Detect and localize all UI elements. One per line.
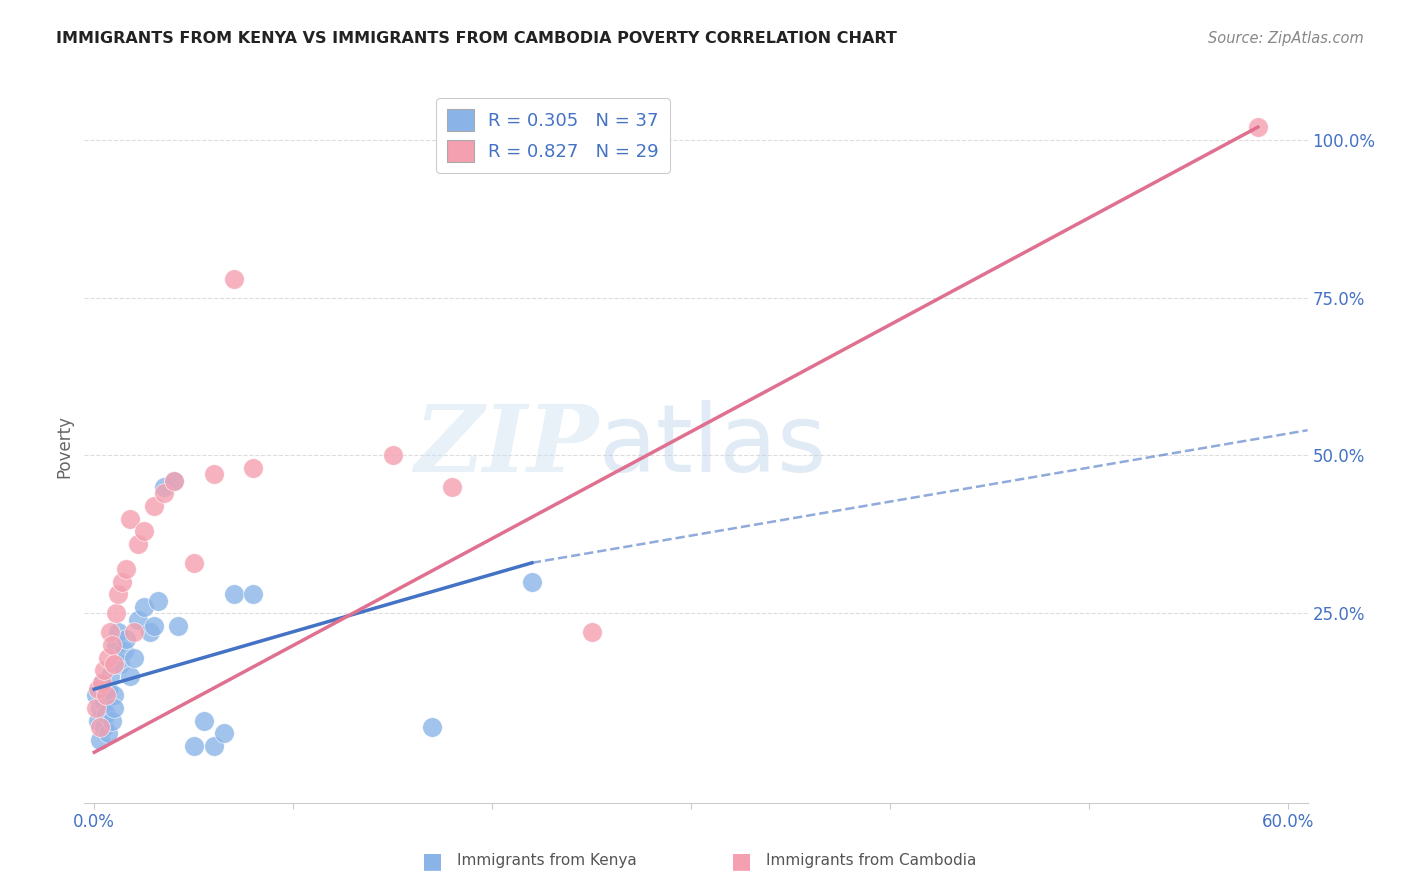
Point: [202, 467, 225, 482]
Point: [97, 726, 120, 740]
Point: [105, 638, 128, 652]
Point: [87, 682, 110, 697]
Point: [183, 739, 205, 753]
Point: [581, 625, 603, 640]
Point: [120, 511, 142, 525]
Point: [91, 675, 114, 690]
Point: [108, 657, 131, 671]
Point: [87, 714, 110, 728]
Point: [101, 638, 124, 652]
Text: Immigrants from Kenya: Immigrants from Kenya: [457, 854, 637, 868]
Point: [242, 461, 264, 475]
Point: [97, 650, 120, 665]
Point: [441, 480, 464, 494]
Point: [143, 619, 166, 633]
Point: [112, 644, 135, 658]
Point: [422, 720, 444, 734]
Point: [101, 714, 124, 728]
Point: [103, 689, 125, 703]
Point: [122, 650, 145, 665]
Point: [98, 669, 121, 683]
Point: [1247, 120, 1270, 134]
Point: [120, 669, 142, 683]
Point: [163, 474, 186, 488]
Point: [96, 707, 118, 722]
Point: [84, 701, 107, 715]
Point: [105, 607, 128, 621]
Point: [193, 714, 215, 728]
Point: [222, 271, 245, 285]
Point: [153, 486, 176, 500]
Point: [122, 625, 145, 640]
Point: [139, 625, 162, 640]
Point: [115, 562, 138, 576]
Point: [127, 537, 149, 551]
Point: [132, 524, 155, 539]
Point: [93, 695, 115, 709]
Point: [93, 720, 115, 734]
Point: [132, 600, 155, 615]
Text: IMMIGRANTS FROM KENYA VS IMMIGRANTS FROM CAMBODIA POVERTY CORRELATION CHART: IMMIGRANTS FROM KENYA VS IMMIGRANTS FROM…: [56, 31, 897, 46]
Point: [166, 619, 188, 633]
Point: [146, 593, 169, 607]
Legend: R = 0.305   N = 37, R = 0.827   N = 29: R = 0.305 N = 37, R = 0.827 N = 29: [436, 98, 669, 173]
Point: [96, 689, 118, 703]
Point: [103, 701, 125, 715]
Point: [89, 701, 111, 715]
Point: [111, 574, 134, 589]
Text: ZIP: ZIP: [413, 401, 598, 491]
Point: [107, 625, 129, 640]
Y-axis label: Poverty: Poverty: [55, 415, 73, 477]
Point: [89, 732, 111, 747]
Point: [212, 726, 235, 740]
Text: ■: ■: [731, 851, 752, 871]
Point: [381, 449, 404, 463]
Point: [93, 663, 115, 677]
Point: [91, 675, 114, 690]
Point: [84, 689, 107, 703]
Point: [97, 682, 120, 697]
Text: atlas: atlas: [598, 400, 827, 492]
Point: [143, 499, 166, 513]
Point: [242, 587, 264, 601]
Point: [127, 613, 149, 627]
Point: [183, 556, 205, 570]
Point: [222, 587, 245, 601]
Text: Source: ZipAtlas.com: Source: ZipAtlas.com: [1208, 31, 1364, 46]
Point: [153, 480, 176, 494]
Point: [202, 739, 225, 753]
Text: ■: ■: [422, 851, 443, 871]
Point: [115, 632, 138, 646]
Point: [89, 720, 111, 734]
Point: [163, 474, 186, 488]
Point: [103, 657, 125, 671]
Point: [520, 574, 543, 589]
Point: [107, 587, 129, 601]
Point: [98, 625, 121, 640]
Text: Immigrants from Cambodia: Immigrants from Cambodia: [766, 854, 977, 868]
